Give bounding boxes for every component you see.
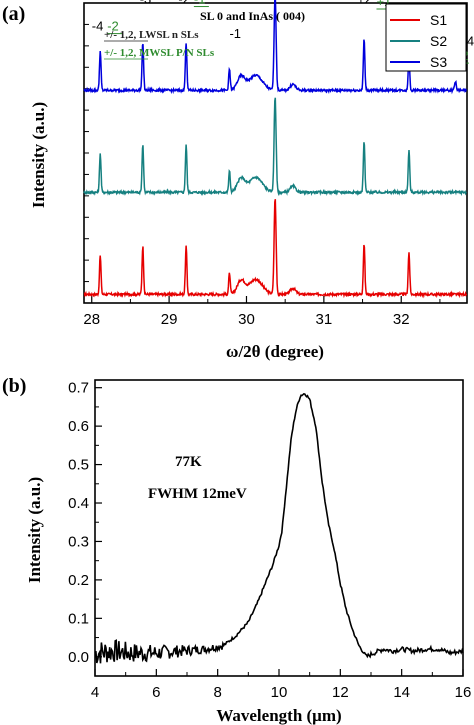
y-tick-label: 0.1 xyxy=(68,610,89,627)
series-line-s2 xyxy=(83,97,467,197)
series-line-s1 xyxy=(83,199,468,299)
x-tick-label: 32 xyxy=(393,311,410,328)
legend-label-s2: S2 xyxy=(430,33,447,49)
spectrum-line xyxy=(94,393,464,664)
panel-a-note-mwsl: +/- 1,2, MWSL P/N SLs xyxy=(104,47,215,59)
panel-a-x-ticks: 28 29 30 31 32 xyxy=(83,296,441,328)
panel-b-y-ticks: 0.0 0.1 0.2 0.3 0.4 0.5 0.6 0.7 xyxy=(68,380,102,666)
panel-a-series xyxy=(83,0,468,299)
x-tick-label: 12 xyxy=(332,684,349,701)
panel-a-ylabel: Intensity (a.u.) xyxy=(29,102,48,208)
peak-label-lwsl: -3 xyxy=(140,0,152,7)
x-tick-label: 4 xyxy=(91,684,99,701)
x-tick-label: 8 xyxy=(213,684,221,701)
panel-a-y-ticks xyxy=(84,23,89,283)
x-tick-label: 31 xyxy=(316,311,333,328)
peak-label-mwsl: -2 xyxy=(107,19,119,34)
panel-b-xlabel: Wavelength (μm) xyxy=(216,706,341,725)
legend-label-s3: S3 xyxy=(430,54,447,70)
series-line-s3 xyxy=(83,0,467,95)
peak-label-lwsl: +2 xyxy=(357,0,372,7)
panel-a-legend: S1 S2 S3 xyxy=(385,3,467,72)
annotation-fwhm: FWHM 12meV xyxy=(148,486,247,502)
peak-label-lwsl: -4 xyxy=(92,19,104,34)
peak-label-lwsl: -1 xyxy=(229,26,241,41)
y-tick-label: 0.4 xyxy=(68,495,89,512)
y-tick-label: 0.7 xyxy=(68,380,89,397)
y-tick-label: 0.6 xyxy=(68,418,89,435)
panel-b-ylabel: Intensity (a.u.) xyxy=(25,477,44,583)
panel-a-title: SL 0 and InAs ( 004) xyxy=(200,9,305,23)
panel-b-x-ticks: 4 6 8 10 12 14 16 xyxy=(91,669,472,701)
panel-b-letter: (b) xyxy=(2,375,26,397)
panel-a-letter: (a) xyxy=(2,3,25,25)
x-tick-label: 16 xyxy=(455,684,472,701)
panel-a-xlabel: ω/2θ (degree) xyxy=(226,342,324,361)
peak-label-mwsl: -1 xyxy=(194,0,206,7)
annotation-temperature: 77K xyxy=(175,454,202,470)
x-tick-label: 29 xyxy=(161,311,178,328)
x-tick-label: 28 xyxy=(83,311,100,328)
peak-label-lwsl: -2 xyxy=(178,0,190,7)
y-tick-label: 0.3 xyxy=(68,533,89,550)
x-tick-label: 10 xyxy=(271,684,288,701)
panel-b-frame xyxy=(94,379,464,677)
panel-b-series xyxy=(94,393,464,664)
legend-label-s1: S1 xyxy=(430,12,447,28)
x-tick-label: 30 xyxy=(238,311,255,328)
peak-label-mwsl: +1 xyxy=(376,0,391,9)
x-tick-label: 6 xyxy=(152,684,160,701)
y-tick-label: 0.0 xyxy=(68,649,89,666)
panel-a-note-lwsl: +/- 1,2, LWSL n SLs xyxy=(104,29,199,41)
y-tick-label: 0.5 xyxy=(68,457,89,474)
y-tick-label: 0.2 xyxy=(68,572,89,589)
x-tick-label: 14 xyxy=(393,684,410,701)
